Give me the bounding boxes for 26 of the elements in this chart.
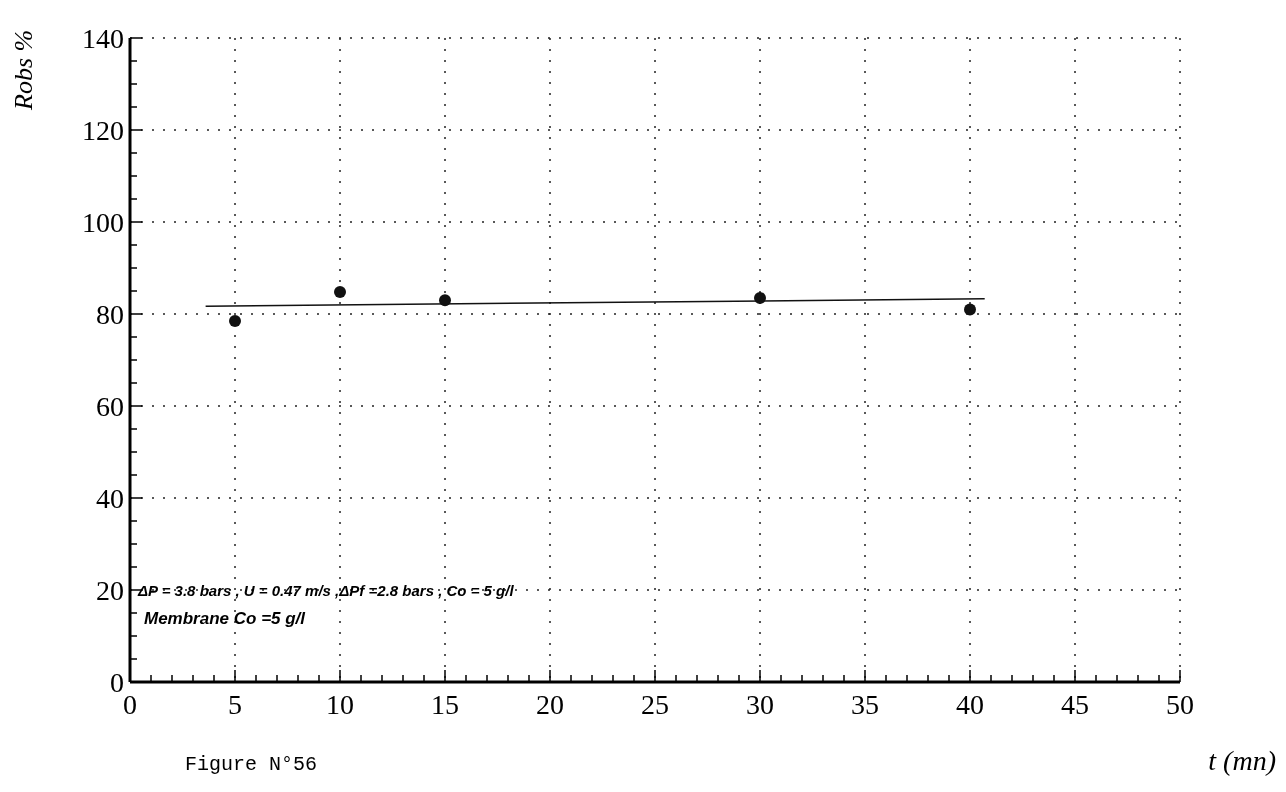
point xyxy=(229,314,241,327)
y-tick-label: 100 xyxy=(82,207,124,238)
y-tick-label: 80 xyxy=(96,299,124,330)
y-tick-label: 20 xyxy=(96,575,124,606)
text: Figure N°56 xyxy=(185,753,318,776)
x-tick-label: 15 xyxy=(431,689,459,720)
y-tick-label: 140 xyxy=(82,23,124,54)
y-tick-label: 60 xyxy=(96,391,124,422)
point xyxy=(334,285,346,298)
x-tick-label: 50 xyxy=(1166,689,1194,720)
x-tick-label: 20 xyxy=(536,689,564,720)
point xyxy=(964,303,976,316)
x-tick-label: 25 xyxy=(641,689,669,720)
y-tick-label: 0 xyxy=(110,667,124,698)
x-tick-label: 30 xyxy=(746,689,774,720)
x-axis-title: t (mn) xyxy=(1208,745,1276,776)
y-tick-label: 40 xyxy=(96,483,124,514)
y-tick-label: 120 xyxy=(82,115,124,146)
x-tick-label: 40 xyxy=(956,689,984,720)
y-axis-title: Robs % xyxy=(9,29,38,111)
annotation: ΔP = 3.8 bars , U = 0.47 m/s ,ΔPf =2.8 bars , Co = 5 g/l xyxy=(137,582,515,599)
annotation: Membrane Co =5 g/l xyxy=(144,609,307,628)
x-tick-label: 35 xyxy=(851,689,879,720)
x-tick-label: 10 xyxy=(326,689,354,720)
x-tick-label: 45 xyxy=(1061,689,1089,720)
x-tick-label: 5 xyxy=(228,689,242,720)
